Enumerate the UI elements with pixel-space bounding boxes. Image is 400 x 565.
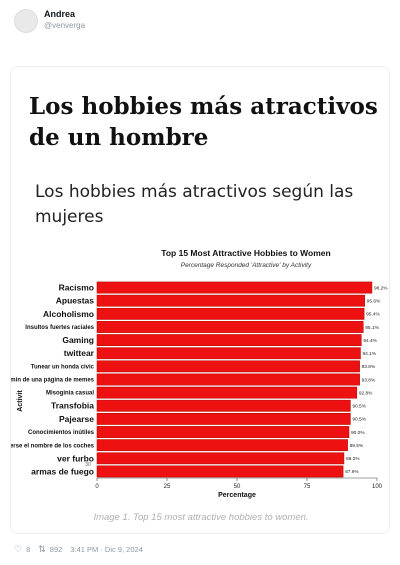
bar-value-label: 90.0% <box>351 430 365 436</box>
category-label: Misoginia casual <box>46 391 94 397</box>
y-axis-title: Activit <box>17 390 24 412</box>
retweet-icon[interactable]: ⇅ <box>38 544 46 554</box>
bar-value-label: 92.8% <box>359 390 373 396</box>
category-label: Alcoholismo <box>43 309 94 319</box>
bar <box>96 413 351 425</box>
category-label: ver furbo <box>57 453 94 463</box>
bar <box>96 294 365 307</box>
bar <box>96 465 344 478</box>
category-label: Conocimientos inútiles <box>28 430 95 436</box>
image-caption: Image 1. Top 15 most attractive hobbies … <box>93 512 309 523</box>
bar-value-label: 87.9% <box>345 469 359 475</box>
bar-value-label: 95.1% <box>365 325 379 331</box>
bar <box>96 386 358 399</box>
bar-value-label: 94.4% <box>363 338 377 344</box>
bar <box>96 426 350 438</box>
retweet-count: 892 <box>49 545 63 554</box>
bar-value-label: 95.4% <box>366 312 380 318</box>
x-tick-label: 50 <box>234 484 241 490</box>
bar <box>96 307 365 320</box>
x-tick-label: 75 <box>304 484 311 490</box>
image-headline: Los hobbies más atractivos de un hombre <box>29 93 378 151</box>
bar <box>96 452 345 465</box>
tweet-image[interactable]: Los hobbies más atractivos de un hombre … <box>10 66 390 534</box>
bar <box>96 347 361 360</box>
bar <box>96 399 351 412</box>
bar-value-label: 98.2% <box>374 285 388 291</box>
x-tick-label: 100 <box>372 484 383 490</box>
x-axis-title: Percentage <box>218 492 256 499</box>
tweet-footer: ♡ 8 ⇅ 892 3:41 PM · Dic 9, 2024 <box>14 544 147 555</box>
category-label: saberse el nombre de los coches <box>11 443 95 449</box>
tweet-timestamp[interactable]: 3:41 PM · Dic 9, 2024 <box>70 545 143 554</box>
category-label: Pajearse <box>59 414 94 424</box>
bar <box>96 334 362 346</box>
bars-layer <box>96 281 373 478</box>
bar-value-label: 90.5% <box>352 404 366 410</box>
avatar[interactable] <box>14 9 38 33</box>
chart-title: Top 15 Most Attractive Hobbies to Women <box>161 248 330 258</box>
category-label: armas de fuego <box>31 466 94 476</box>
category-label: Apuestas <box>56 296 95 306</box>
bar <box>96 360 360 373</box>
user-handle[interactable]: @venverga <box>44 21 86 30</box>
category-label: Tunear un honda civic <box>31 364 95 370</box>
bar-value-label: 95.6% <box>367 299 381 305</box>
bar-value-label: 89.5% <box>350 443 364 449</box>
bar-value-label: 93.8% <box>362 377 376 383</box>
heart-icon[interactable]: ♡ <box>14 544 23 554</box>
x-tick-label: 25 <box>164 484 171 490</box>
bar <box>96 321 364 333</box>
bar-chart: Top 15 Most Attractive Hobbies to Women … <box>11 247 389 532</box>
category-label: Gaming <box>62 335 94 345</box>
author-names: Andrea @venverga <box>44 8 85 32</box>
x-axis: 0 25 50 75 100 <box>95 477 383 490</box>
bar <box>96 373 360 386</box>
category-label: Ser el admin de una página de memes <box>11 378 95 384</box>
bar <box>96 281 373 294</box>
bar-value-label: 94.1% <box>362 351 376 357</box>
tweet-header: Andrea @venverga <box>14 8 85 38</box>
category-label: Transfobia <box>51 401 94 411</box>
category-label: Insultos fuertes raciales <box>25 325 94 331</box>
bar-value-label: 88.2% <box>346 456 360 462</box>
category-label: Racismo <box>59 283 94 293</box>
bar <box>96 439 348 452</box>
bar-value-label: 90.5% <box>352 417 366 423</box>
chart-subtitle: Percentage Responded 'Attractive' by Act… <box>181 262 312 269</box>
value-labels: 98.2% 95.6% 95.4% 95.1% 94.4% 94.1% 93.8% 93.8%… <box>345 285 388 475</box>
like-count: 8 <box>26 545 31 554</box>
image-subheadline: Los hobbies más atractivos según las muj… <box>35 182 354 227</box>
category-label: twittear <box>64 348 95 358</box>
display-name[interactable]: Andrea <box>44 9 76 19</box>
category-labels: Racismo Apuestas Alcoholismo Insultos fuert… <box>11 283 95 477</box>
chart-annotation: 30 <box>85 462 91 468</box>
x-tick-label: 0 <box>95 484 99 490</box>
bar-chart-svg: Top 15 Most Attractive Hobbies to Women … <box>11 248 388 499</box>
bar-value-label: 93.8% <box>362 364 376 370</box>
